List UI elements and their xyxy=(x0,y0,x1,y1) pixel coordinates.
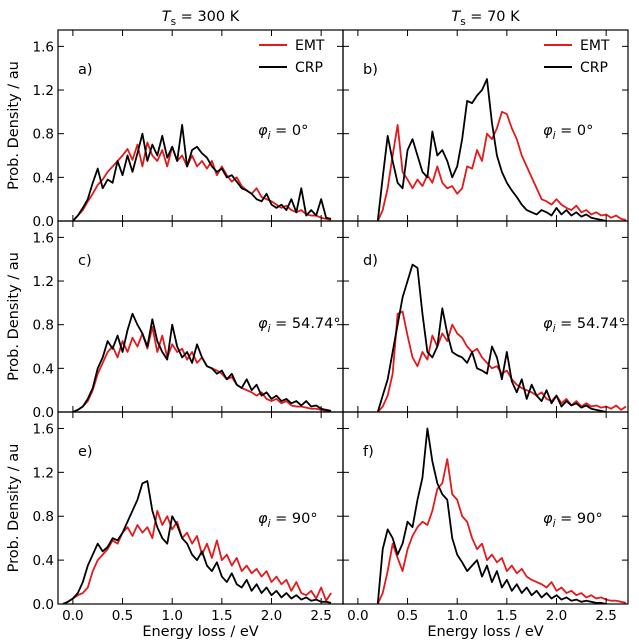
x-axis-title: Energy loss / eV xyxy=(142,624,258,640)
series-line-crp xyxy=(376,263,607,412)
x-axis-title: Energy loss / eV xyxy=(427,624,543,640)
plot-frame xyxy=(57,411,344,605)
x-tick-label: 2.5 xyxy=(595,608,616,624)
angle-annotation: φi = 54.74° xyxy=(258,316,341,335)
panel-label: f) xyxy=(363,444,374,460)
y-tick-label: 1.6 xyxy=(33,421,54,437)
y-tick-label: 1.2 xyxy=(33,465,54,481)
y-tick-label: 1.6 xyxy=(33,230,54,246)
column-title: Ts = 70 K xyxy=(451,9,520,28)
panel-a: a) φi = 0° EMT CRP xyxy=(57,29,344,222)
y-tick-label: 0.4 xyxy=(33,553,54,569)
panel-f: f) φi = 90° xyxy=(342,411,629,605)
legend-label-emt: EMT xyxy=(580,38,610,54)
x-tick-label: 1.5 xyxy=(496,608,517,624)
y-tick-label: 1.2 xyxy=(33,274,54,290)
angle-annotation: φi = 90° xyxy=(258,511,318,530)
series-line-emt xyxy=(376,110,627,221)
series-line-emt xyxy=(72,325,332,412)
y-axis-title: Prob. Density / au xyxy=(6,252,22,381)
x-tick-label: 1.0 xyxy=(446,608,467,624)
y-axis-title: Prob. Density / au xyxy=(6,444,22,573)
y-tick-label: 0.4 xyxy=(33,170,54,186)
panel-label: e) xyxy=(78,444,93,460)
angle-annotation: φi = 0° xyxy=(258,123,308,142)
legend-label-emt: EMT xyxy=(295,38,325,54)
series-line-crp xyxy=(376,78,607,221)
y-tick-label: 0.0 xyxy=(33,214,54,230)
series-line-crp xyxy=(72,124,332,221)
series-line-crp xyxy=(72,312,332,412)
legend: EMT CRP xyxy=(544,38,610,76)
panel-label: d) xyxy=(363,253,378,269)
y-tick-label: 1.6 xyxy=(33,39,54,55)
x-tick-label: 2.5 xyxy=(310,608,331,624)
x-tick-label: 2.0 xyxy=(261,608,282,624)
legend-label-crp: CRP xyxy=(580,60,608,76)
y-axis-title: Prob. Density / au xyxy=(6,61,22,190)
y-tick-label: 1.2 xyxy=(33,83,54,99)
series-line-crp xyxy=(376,427,607,604)
series-line-emt xyxy=(62,509,332,604)
x-tick-label: 1.0 xyxy=(161,608,182,624)
y-tick-label: 0.0 xyxy=(33,597,54,613)
panel-label: c) xyxy=(78,253,92,269)
series-line-emt xyxy=(377,310,627,412)
panel-d: d) φi = 54.74° xyxy=(342,220,629,413)
panel-label: a) xyxy=(78,62,93,78)
x-tick-label: 0.0 xyxy=(347,608,368,624)
y-tick-label: 0.0 xyxy=(33,405,54,421)
y-tick-label: 0.8 xyxy=(33,127,54,143)
panel-c: c) φi = 54.74° xyxy=(57,220,344,413)
panel-label: b) xyxy=(363,62,378,78)
angle-annotation: φi = 54.74° xyxy=(543,316,626,335)
angle-annotation: φi = 90° xyxy=(543,511,603,530)
x-tick-label: 1.5 xyxy=(211,608,232,624)
panel-e: e) φi = 90° xyxy=(57,411,344,605)
x-tick-label: 0.5 xyxy=(397,608,418,624)
angle-annotation: φi = 0° xyxy=(543,123,593,142)
plot-frame xyxy=(342,411,629,605)
column-title: Ts = 300 K xyxy=(162,9,240,28)
series-line-crp xyxy=(62,480,332,604)
legend: EMT CRP xyxy=(259,38,325,76)
x-tick-label: 2.0 xyxy=(546,608,567,624)
x-tick-label: 0.5 xyxy=(112,608,133,624)
panel-b: b) φi = 0° EMT CRP xyxy=(342,29,629,222)
y-tick-label: 0.8 xyxy=(33,318,54,334)
x-tick-label: 0.0 xyxy=(62,608,83,624)
series-line-emt xyxy=(376,458,627,604)
y-tick-label: 0.4 xyxy=(33,361,54,377)
y-tick-label: 0.8 xyxy=(33,509,54,525)
legend-label-crp: CRP xyxy=(295,60,323,76)
